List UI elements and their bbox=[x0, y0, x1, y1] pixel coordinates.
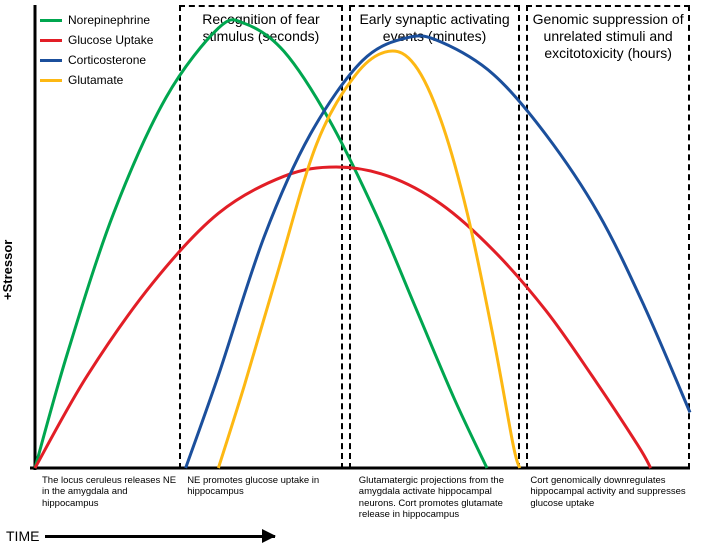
series-glucose bbox=[35, 167, 651, 468]
caption: NE promotes glucose uptake in hippocampu… bbox=[183, 475, 355, 521]
caption-row: The locus ceruleus releases NE in the am… bbox=[38, 475, 698, 521]
time-axis-label: TIME bbox=[6, 528, 39, 544]
plot-area: Recognition of fear stimulus (seconds) E… bbox=[30, 5, 690, 470]
series-glutamate bbox=[218, 51, 519, 468]
series-corticosterone bbox=[186, 36, 690, 468]
caption: The locus ceruleus releases NE in the am… bbox=[38, 475, 183, 521]
time-arrow-head-icon bbox=[262, 529, 276, 543]
stress-response-chart: Norepinephrine Glucose Uptake Corticoste… bbox=[0, 0, 708, 547]
plot-svg bbox=[30, 5, 690, 470]
time-arrow-line bbox=[45, 535, 275, 538]
caption: Cort genomically downregulates hippocamp… bbox=[526, 475, 698, 521]
time-axis: TIME bbox=[6, 528, 275, 544]
y-axis-label: +Stressor bbox=[0, 240, 15, 300]
caption: Glutamatergic projections from the amygd… bbox=[355, 475, 527, 521]
